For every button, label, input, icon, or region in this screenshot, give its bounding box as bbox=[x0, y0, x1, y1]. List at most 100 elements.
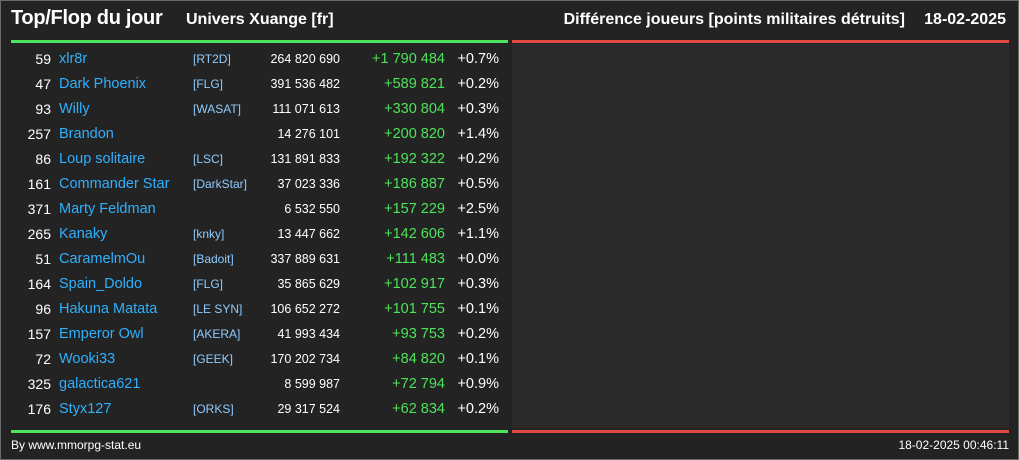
player-rank: 59 bbox=[35, 51, 51, 67]
player-rank: 265 bbox=[27, 226, 51, 242]
percent-change: +2.5% bbox=[457, 201, 499, 217]
player-points: 35 865 629 bbox=[277, 277, 340, 291]
player-rank: 86 bbox=[35, 151, 51, 167]
percent-change: +0.2% bbox=[457, 151, 499, 167]
player-rank: 371 bbox=[27, 201, 51, 217]
top-panel bbox=[11, 44, 508, 428]
flop-accent-bar-lower bbox=[512, 430, 1009, 433]
player-points: 29 317 524 bbox=[277, 402, 340, 416]
list-item: 371 Marty Feldman 6 532 550 +157 229 +2.5% bbox=[11, 197, 508, 222]
header-date: 18-02-2025 bbox=[924, 11, 1006, 28]
player-points: 6 532 550 bbox=[284, 202, 340, 216]
list-item: 72 Wooki33 [GEEK] 170 202 734 +84 820 +0.1% bbox=[11, 347, 508, 372]
alliance-tag-link[interactable]: [LE SYN] bbox=[193, 302, 243, 316]
player-name-link[interactable]: Commander Star bbox=[59, 176, 170, 192]
player-points: 14 276 101 bbox=[277, 127, 340, 141]
top-accent-bar-lower bbox=[11, 430, 508, 433]
player-rank: 72 bbox=[35, 351, 51, 367]
flop-panel bbox=[512, 44, 1009, 428]
list-item: 164 Spain_Doldo [FLG] 35 865 629 +102 917 +0.… bbox=[11, 272, 508, 297]
player-points: 131 891 833 bbox=[270, 152, 340, 166]
percent-change: +0.0% bbox=[457, 251, 499, 267]
list-item: 257 Brandon 14 276 101 +200 820 +1.4% bbox=[11, 122, 508, 147]
list-item: 325 galactica621 8 599 987 +72 794 +0.9% bbox=[11, 372, 508, 397]
player-points: 337 889 631 bbox=[270, 252, 340, 266]
percent-change: +1.1% bbox=[457, 226, 499, 242]
points-difference: +330 804 bbox=[384, 101, 445, 117]
points-difference: +72 794 bbox=[392, 376, 445, 392]
points-difference: +192 322 bbox=[384, 151, 445, 167]
list-item: 157 Emperor Owl [AKERA] 41 993 434 +93 753 +0… bbox=[11, 322, 508, 347]
percent-change: +0.5% bbox=[457, 176, 499, 192]
player-rank: 257 bbox=[27, 126, 51, 142]
player-rank: 157 bbox=[27, 326, 51, 342]
header: Top/Flop du jour Univers Xuange [fr] Dif… bbox=[0, 0, 1017, 40]
alliance-tag-link[interactable]: [GEEK] bbox=[193, 352, 234, 366]
points-difference: +101 755 bbox=[384, 301, 445, 317]
player-name-link[interactable]: Loup solitaire bbox=[59, 151, 146, 167]
player-rank: 176 bbox=[27, 401, 51, 417]
list-item: 86 Loup solitaire [LSC] 131 891 833 +192 322… bbox=[11, 147, 508, 172]
list-item: 51 CaramelmOu [Badoit] 337 889 631 +111 483 +… bbox=[11, 247, 508, 272]
points-difference: +111 483 bbox=[386, 251, 445, 267]
alliance-tag-link[interactable]: [AKERA] bbox=[193, 327, 241, 341]
player-name-link[interactable]: Brandon bbox=[59, 126, 114, 142]
alliance-tag-link[interactable]: [ORKS] bbox=[193, 402, 234, 416]
points-difference: +142 606 bbox=[384, 226, 445, 242]
alliance-tag-link[interactable]: [DarkStar] bbox=[193, 177, 248, 191]
player-points: 106 652 272 bbox=[270, 302, 340, 316]
percent-change: +0.9% bbox=[457, 376, 499, 392]
player-points: 264 820 690 bbox=[270, 52, 340, 66]
list-item: 265 Kanaky [knky] 13 447 662 +142 606 +1.1% bbox=[11, 222, 508, 247]
percent-change: +0.1% bbox=[457, 351, 499, 367]
player-name-link[interactable]: CaramelmOu bbox=[59, 251, 146, 267]
page-title: Top/Flop du jour bbox=[11, 7, 163, 29]
player-points: 8 599 987 bbox=[284, 377, 340, 391]
player-points: 170 202 734 bbox=[270, 352, 340, 366]
player-name-link[interactable]: Willy bbox=[59, 101, 90, 117]
player-points: 41 993 434 bbox=[277, 327, 340, 341]
alliance-tag-link[interactable]: [WASAT] bbox=[193, 102, 241, 116]
points-difference: +93 753 bbox=[392, 326, 445, 342]
percent-change: +0.7% bbox=[457, 51, 499, 67]
player-name-link[interactable]: Marty Feldman bbox=[59, 201, 156, 217]
flop-accent-bar-upper bbox=[512, 40, 1009, 43]
percent-change: +0.2% bbox=[457, 326, 499, 342]
player-name-link[interactable]: Kanaky bbox=[59, 226, 108, 242]
player-rank: 47 bbox=[35, 76, 51, 92]
player-name-link[interactable]: Emperor Owl bbox=[59, 326, 144, 342]
player-points: 391 536 482 bbox=[270, 77, 340, 91]
list-item: 96 Hakuna Matata [LE SYN] 106 652 272 +101 7… bbox=[11, 297, 508, 322]
percent-change: +0.2% bbox=[457, 401, 499, 417]
player-name-link[interactable]: Spain_Doldo bbox=[59, 276, 143, 292]
top-list: 59 xlr8r [RT2D] 264 820 690 +1 790 484 +0.7% 4… bbox=[11, 47, 508, 422]
list-item: 93 Willy [WASAT] 111 071 613 +330 804 +0.3% bbox=[11, 97, 508, 122]
player-name-link[interactable]: galactica621 bbox=[59, 376, 141, 392]
player-name-link[interactable]: xlr8r bbox=[59, 51, 88, 67]
player-name-link[interactable]: Wooki33 bbox=[59, 351, 116, 367]
site-credit-link[interactable]: By www.mmorpg-stat.eu bbox=[11, 438, 142, 452]
alliance-tag-link[interactable]: [RT2D] bbox=[193, 52, 231, 66]
player-rank: 164 bbox=[27, 276, 51, 292]
list-item: 59 xlr8r [RT2D] 264 820 690 +1 790 484 +0.7% bbox=[11, 47, 508, 72]
player-rank: 51 bbox=[35, 251, 51, 267]
percent-change: +1.4% bbox=[457, 126, 499, 142]
alliance-tag-link[interactable]: [knky] bbox=[193, 227, 225, 241]
generated-timestamp: 18-02-2025 00:46:11 bbox=[898, 438, 1009, 452]
percent-change: +0.3% bbox=[457, 101, 499, 117]
percent-change: +0.3% bbox=[457, 276, 499, 292]
ranking-subtitle: Différence joueurs [points militaires dé… bbox=[563, 11, 905, 28]
alliance-tag-link[interactable]: [FLG] bbox=[193, 277, 224, 291]
player-name-link[interactable]: Styx127 bbox=[59, 401, 112, 417]
list-item: 47 Dark Phoenix [FLG] 391 536 482 +589 821 +0… bbox=[11, 72, 508, 97]
alliance-tag-link[interactable]: [LSC] bbox=[193, 152, 224, 166]
player-name-link[interactable]: Hakuna Matata bbox=[59, 301, 158, 317]
points-difference: +1 790 484 bbox=[372, 51, 445, 67]
alliance-tag-link[interactable]: [FLG] bbox=[193, 77, 224, 91]
player-name-link[interactable]: Dark Phoenix bbox=[59, 76, 147, 92]
player-points: 111 071 613 bbox=[272, 102, 340, 116]
top-accent-bar-upper bbox=[11, 40, 508, 43]
player-rank: 93 bbox=[35, 101, 51, 117]
alliance-tag-link[interactable]: [Badoit] bbox=[193, 252, 234, 266]
points-difference: +186 887 bbox=[384, 176, 445, 192]
